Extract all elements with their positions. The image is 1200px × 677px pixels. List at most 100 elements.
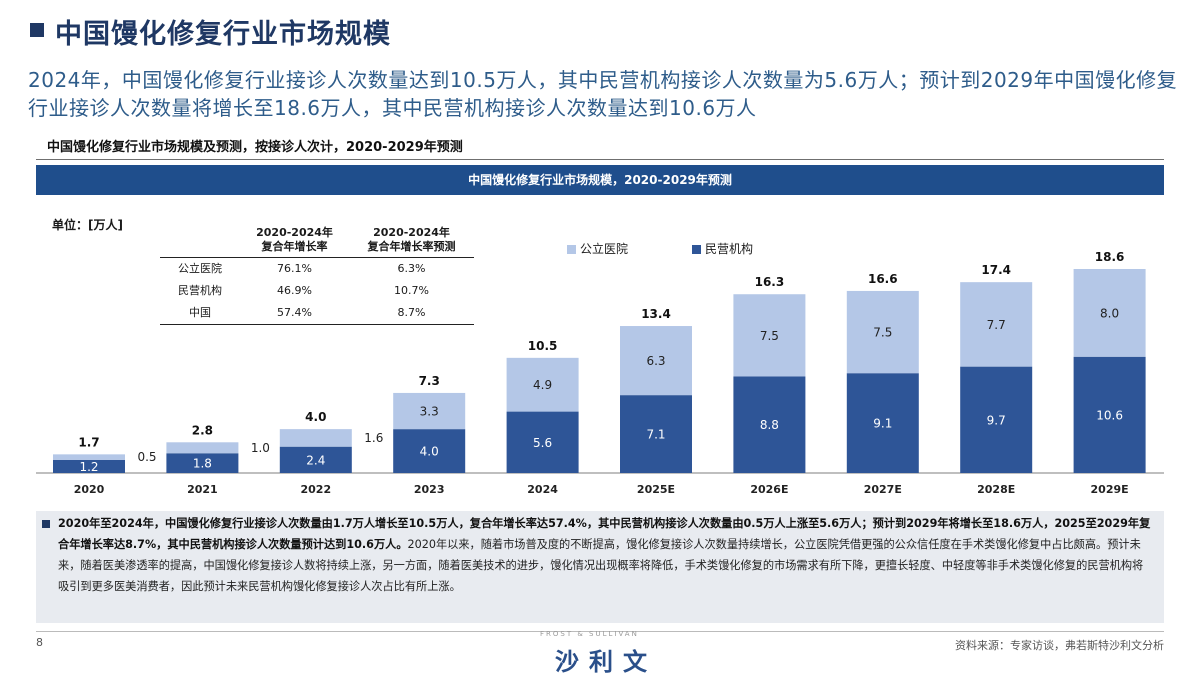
- bar-public-label: 7.5: [760, 329, 779, 343]
- bar-public-label: 1.0: [251, 441, 270, 455]
- chart-banner: 中国馒化修复行业市场规模，2020-2029年预测: [36, 165, 1164, 195]
- x-tick-label: 2021: [187, 483, 218, 496]
- bar-private: [846, 373, 919, 473]
- bar-private-label: 1.2: [79, 460, 98, 474]
- title-marker: [30, 23, 44, 37]
- bar-private: [1073, 356, 1146, 473]
- bar-public: [960, 282, 1033, 367]
- legend-private: 民营机构: [692, 240, 753, 257]
- bar-public: [846, 290, 919, 374]
- bar-private: [279, 446, 352, 473]
- bar-private-label: 1.8: [193, 457, 212, 471]
- bar-total-label: 13.4: [641, 307, 671, 321]
- x-tick-label: 2023: [414, 483, 445, 496]
- table-row: 公立医院 76.1% 6.3%: [160, 258, 474, 281]
- bar-total-label: 4.0: [305, 410, 326, 424]
- bar-private-label: 7.1: [646, 428, 665, 442]
- page-title: 中国馒化修复行业市场规模: [55, 19, 391, 50]
- bar-public-label: 3.3: [420, 405, 439, 419]
- bar-public-label: 7.5: [873, 326, 892, 340]
- summary-bullet: [42, 520, 50, 528]
- row-cagr-actual: 46.9%: [277, 283, 312, 297]
- bar-private: [393, 429, 466, 473]
- bar-private-label: 8.8: [760, 418, 779, 432]
- legend-private-label: 民营机构: [705, 242, 754, 256]
- x-tick-label: 2026E: [750, 483, 788, 496]
- legend-private-swatch: [692, 245, 701, 254]
- summary-box: 2020年至2024年，中国馒化修复行业接诊人次数量由1.7万人增长至10.5万…: [36, 511, 1164, 623]
- row-cagr-forecast: 6.3%: [397, 261, 426, 275]
- row-label: 公立医院: [178, 262, 222, 275]
- bar-private: [620, 395, 692, 473]
- x-tick-label: 2029E: [1091, 483, 1129, 496]
- summary-normal: 2020年以来，随着市场普及度的不断提高，馒化修复接诊人次数量持续增长，公立医院…: [58, 538, 1144, 593]
- bar-private: [53, 459, 125, 473]
- bar-total-label: 17.4: [981, 263, 1011, 277]
- x-tick-label: 2025E: [637, 483, 675, 496]
- chart-heading: 中国馒化修复行业市场规模及预测，按接诊人次计，2020-2029年预测: [47, 140, 463, 155]
- bar-private-label: 9.7: [987, 413, 1006, 427]
- row-label: 中国: [160, 302, 240, 325]
- bar-private-label: 10.6: [1096, 408, 1123, 422]
- stacked-bar-chart: 1.2 0.5 1.7 2020 1.8 1.0 2.8 2021 2.4 1.6 4.0 2022 4…: [36, 250, 1164, 496]
- cagr-header-forecast: 2020-2024年 复合年增长率预测: [349, 226, 474, 258]
- bar-total-label: 16.6: [868, 272, 898, 286]
- bar-public: [506, 357, 579, 412]
- bar-public-label: 6.3: [646, 354, 665, 368]
- bar-total-label: 7.3: [419, 374, 440, 388]
- bar-total-label: 10.5: [528, 339, 558, 353]
- bar-private-label: 9.1: [873, 417, 892, 431]
- bar-public: [166, 442, 239, 454]
- bar-private: [166, 453, 239, 473]
- cagr-table: 2020-2024年 复合年增长率 2020-2024年 复合年增长率预测 公立…: [160, 226, 474, 325]
- bar-public-label: 7.7: [987, 318, 1006, 332]
- bar-public: [1073, 269, 1146, 357]
- bar-public: [733, 294, 806, 377]
- bar-public-label: 8.0: [1100, 306, 1119, 320]
- bar-private-label: 5.6: [533, 436, 552, 450]
- x-tick-label: 2022: [300, 483, 331, 496]
- x-tick-label: 2028E: [977, 483, 1015, 496]
- bar-private: [960, 366, 1033, 473]
- bar-public-label: 1.6: [364, 431, 383, 445]
- bar-public: [279, 429, 352, 447]
- cagr-header-actual-text: 2020-2024年 复合年增长率: [256, 226, 333, 253]
- row-label: 民营机构: [178, 284, 222, 297]
- footer-divider: [36, 631, 1164, 632]
- bar-total-label: 1.7: [78, 435, 99, 449]
- row-cagr-forecast: 10.7%: [394, 283, 429, 297]
- logo: 沙利文: [555, 648, 657, 676]
- cagr-table-corner: [160, 226, 240, 258]
- row-cagr-actual: 57.4%: [240, 302, 350, 325]
- bar-private-label: 2.4: [306, 453, 325, 467]
- bar-public-label: 4.9: [533, 378, 552, 392]
- legend-public-label: 公立医院: [580, 242, 629, 256]
- row-cagr-forecast: 8.7%: [349, 302, 474, 325]
- bar-private-label: 4.0: [420, 445, 439, 459]
- heading-divider: [36, 159, 1164, 160]
- legend-public: 公立医院: [567, 240, 628, 257]
- logo-wordmark: FROST & SULLIVAN: [540, 630, 639, 638]
- table-row: 中国 57.4% 8.7%: [160, 302, 474, 325]
- bar-total-label: 2.8: [192, 423, 213, 437]
- bar-total-label: 18.6: [1095, 250, 1125, 264]
- legend-public-swatch: [567, 245, 576, 254]
- bar-private: [733, 376, 806, 473]
- x-tick-label: 2024: [527, 483, 558, 496]
- summary-text: 2020年至2024年，中国馒化修复行业接诊人次数量由1.7万人增长至10.5万…: [58, 513, 1153, 597]
- x-tick-label: 2020: [74, 483, 105, 496]
- table-row: 民营机构 46.9% 10.7%: [160, 280, 474, 302]
- unit-label: 单位：[万人]: [52, 218, 123, 232]
- bar-total-label: 16.3: [755, 275, 785, 289]
- bar-public: [393, 392, 466, 430]
- page-number: 8: [36, 636, 43, 649]
- bar-public: [620, 326, 692, 396]
- bar-public-label: 0.5: [137, 450, 156, 464]
- row-cagr-actual: 76.1%: [277, 261, 312, 275]
- summary-bold: 2020年至2024年，中国馒化修复行业接诊人次数量由1.7万人增长至10.5万…: [58, 517, 1151, 551]
- page-subtitle: 2024年，中国馒化修复行业接诊人次数量达到10.5万人，其中民营机构接诊人次数…: [28, 68, 1178, 120]
- source-note: 资料来源：专家访谈，弗若斯特沙利文分析: [955, 639, 1164, 652]
- cagr-header-forecast-text: 2020-2024年 复合年增长率预测: [367, 226, 456, 253]
- cagr-header-actual: 2020-2024年 复合年增长率: [240, 226, 350, 258]
- x-tick-label: 2027E: [864, 483, 902, 496]
